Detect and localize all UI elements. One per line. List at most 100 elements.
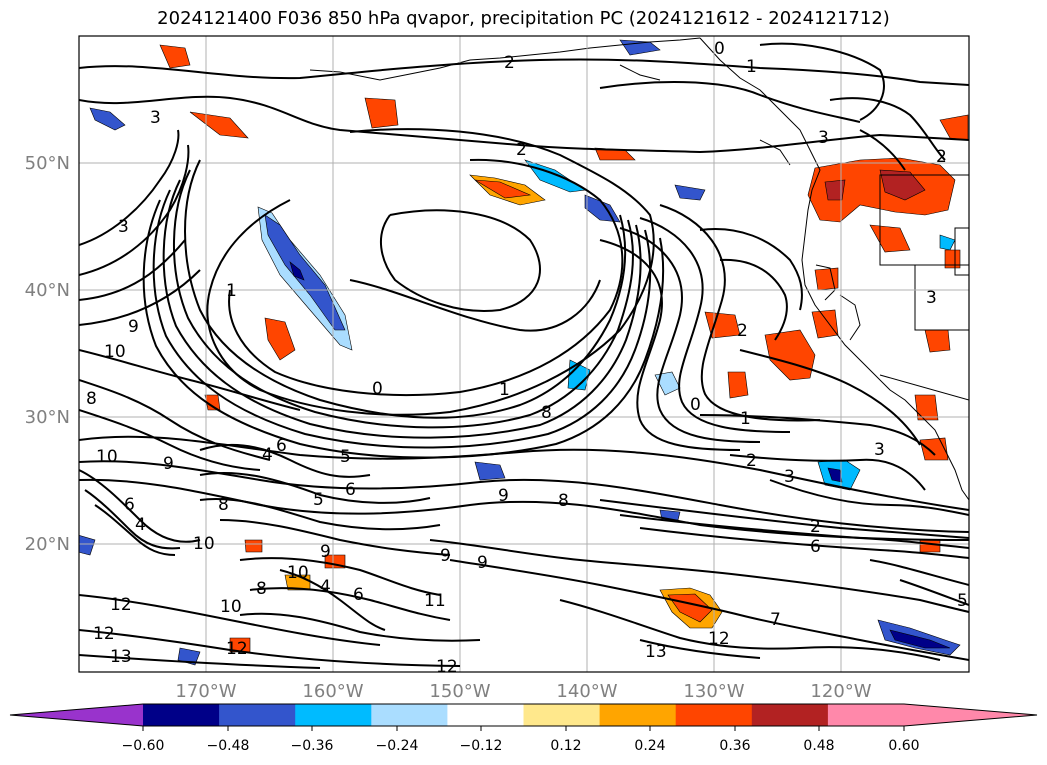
colorbar-segment (751, 704, 829, 726)
colorbar-ticks (142, 726, 905, 731)
precipitation-negative-regions (79, 39, 961, 666)
colorbar-label: 0.48 (803, 738, 834, 754)
contour-label-13-b: 13 (645, 642, 667, 662)
contour-label-13-a: 13 (110, 647, 132, 667)
contour-label-6-south: 6 (810, 537, 821, 557)
contour-label-0-east: 0 (690, 395, 701, 415)
lat-label-30n: 30°N (25, 407, 70, 428)
contour-label-10-c: 10 (220, 597, 242, 617)
contour-label-3-left: 3 (118, 217, 129, 237)
lat-label-50n: 50°N (25, 153, 70, 174)
contour-label-12-d: 12 (436, 657, 458, 677)
contour-label-11: 11 (424, 591, 446, 611)
contour-label-4-a: 4 (262, 445, 273, 465)
contour-label-6-b: 6 (345, 480, 356, 500)
contour-label-12-c: 12 (226, 639, 248, 659)
lon-label-160w: 160°W (302, 681, 363, 702)
colorbar-tick-labels: −0.60 −0.48 −0.36 −0.24 −0.12 0.12 0.24 … (122, 738, 920, 754)
colorbar-label: −0.48 (207, 738, 250, 754)
colorbar-segment (219, 704, 296, 726)
contour-label-9-d: 9 (477, 553, 488, 573)
contour-label-8-c: 8 (256, 579, 267, 599)
contour-label-6-a: 6 (276, 436, 287, 456)
contour-label-0-north: 0 (714, 39, 725, 59)
colorbar-segments (143, 704, 905, 726)
contour-label-12-a: 12 (110, 595, 132, 615)
lon-label-170w: 170°W (175, 681, 236, 702)
contour-label-0-mid: 0 (372, 379, 383, 399)
contour-label-3-west: 3 (150, 108, 161, 128)
contour-label-9-west: 9 (128, 317, 139, 337)
colorbar: −0.60 −0.48 −0.36 −0.24 −0.12 0.12 0.24 … (9, 703, 1038, 754)
colorbar-label: −0.12 (460, 738, 503, 754)
contour-label-8-mid: 8 (541, 403, 552, 423)
contour-label-2-east: 2 (936, 147, 947, 167)
contour-label-10-far-west: 10 (96, 447, 118, 467)
colorbar-label: 0.24 (634, 738, 665, 754)
colorbar-label: 0.12 (550, 738, 581, 754)
lon-label-120w: 120°W (810, 681, 871, 702)
colorbar-segment (827, 704, 905, 726)
colorbar-segment (143, 704, 220, 726)
colorbar-segment (523, 704, 601, 726)
colorbar-segment (675, 704, 753, 726)
contour-label-3-east: 3 (818, 128, 829, 148)
contour-label-9-a: 9 (498, 486, 509, 506)
coastlines (309, 37, 969, 501)
colorbar-extend-max (904, 704, 1037, 726)
contour-label-8-b: 8 (558, 491, 569, 511)
contour-label-10-b: 10 (287, 563, 309, 583)
contour-label-2-north: 2 (504, 53, 515, 73)
contour-label-9-c: 9 (440, 546, 451, 566)
colorbar-segment (599, 704, 677, 726)
contour-label-3-coast: 3 (784, 467, 795, 487)
contour-label-6-c: 6 (353, 585, 364, 605)
contour-label-1-west: 1 (226, 281, 237, 301)
graticule (79, 36, 969, 672)
contour-label-5-south: 5 (957, 591, 968, 611)
contour-label-1-center: 1 (499, 380, 510, 400)
longitude-axis: 170°W 160°W 150°W 140°W 130°W 120°W (175, 681, 871, 702)
contour-label-4-b: 4 (320, 577, 331, 597)
contour-label-8-a: 8 (218, 495, 229, 515)
contour-label-1-east: 1 (740, 409, 751, 429)
colorbar-segment (371, 704, 448, 726)
latitude-axis: 50°N 40°N 30°N 20°N (25, 153, 70, 555)
contour-label-5-a: 5 (340, 447, 351, 467)
contour-label-9-e: 9 (163, 454, 174, 474)
colorbar-extend-min (10, 704, 143, 726)
contour-label-10-a: 10 (193, 534, 215, 554)
contour-label-3-center: 3 (926, 288, 937, 308)
contour-label-2-southeast: 2 (746, 451, 757, 471)
contour-label-2-mid: 2 (516, 140, 527, 160)
contour-label-12-e: 12 (708, 629, 730, 649)
lon-label-140w: 140°W (556, 681, 617, 702)
contour-label-5-b: 5 (313, 490, 324, 510)
contour-label-2-center: 2 (737, 321, 748, 341)
colorbar-segment (447, 704, 524, 726)
contour-label-12-b: 12 (93, 624, 115, 644)
map-title: 2024121400 F036 850 hPa qvapor, precipit… (157, 8, 890, 29)
colorbar-label: −0.24 (376, 738, 419, 754)
colorbar-segment (295, 704, 372, 726)
contour-label-3-southeast: 3 (874, 440, 885, 460)
lon-label-150w: 150°W (429, 681, 490, 702)
colorbar-label: 0.36 (719, 738, 750, 754)
colorbar-label: 0.60 (888, 738, 919, 754)
contour-label-2-south: 2 (810, 517, 821, 537)
map-frame (78, 35, 970, 673)
contour-label-6-d: 6 (124, 495, 135, 515)
lat-label-20n: 20°N (25, 534, 70, 555)
lat-label-40n: 40°N (25, 280, 70, 301)
colorbar-label: −0.60 (122, 738, 165, 754)
contour-label-4-c: 4 (135, 515, 146, 535)
contour-label-9-b: 9 (320, 542, 331, 562)
contour-label-8-west: 8 (86, 389, 97, 409)
moisture-contours (79, 42, 969, 669)
colorbar-label: −0.36 (291, 738, 334, 754)
contour-label-7: 7 (770, 610, 781, 630)
contour-label-10-west: 10 (104, 342, 126, 362)
contour-label-1-north: 1 (746, 57, 757, 77)
lon-label-130w: 130°W (683, 681, 744, 702)
